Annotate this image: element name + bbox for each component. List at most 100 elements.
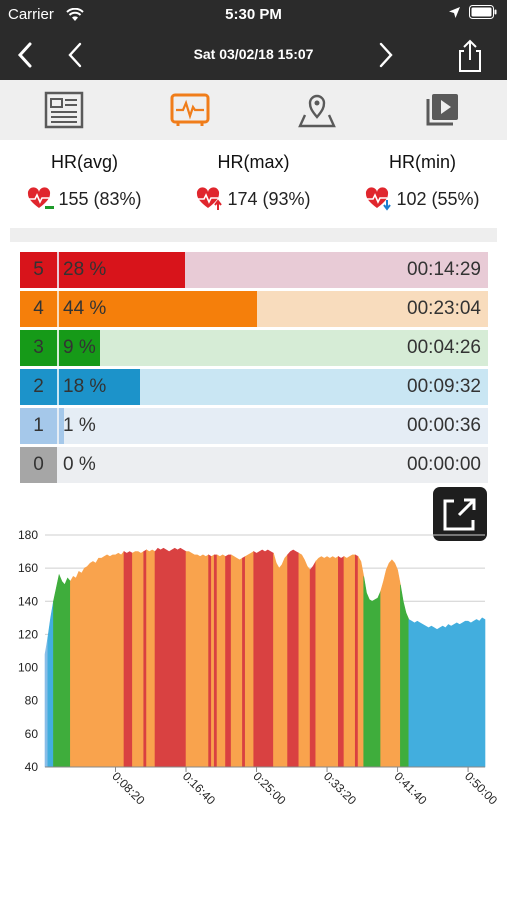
hr-area-segment-zone-4 [132, 551, 145, 768]
view-toolbar [0, 80, 507, 140]
clock: 5:30 PM [225, 6, 282, 23]
tab-heart-rate[interactable] [168, 88, 212, 132]
hr-area-segment-zone-5 [123, 551, 133, 768]
hr-area-segment-zone-2 [47, 601, 54, 768]
hr-avg-label: HR(avg) [50, 152, 118, 172]
zone-track [20, 447, 488, 483]
heart-rate-chart: 40 60 80 100 120 140 160 180 0:08:20 0:16:40 0:25:… [18, 528, 500, 808]
zone-number: 2 [20, 369, 57, 405]
hr-max-value: 174 (93%) [227, 188, 311, 209]
zone-percent: 9 % [63, 337, 96, 358]
zone-duration: 00:14:29 [407, 259, 481, 280]
y-tick-label: 120 [18, 627, 38, 641]
hr-area-segment-zone-4 [315, 556, 339, 768]
hr-area-segment-zone-5 [253, 549, 274, 768]
zone-percent: 28 % [63, 259, 107, 280]
zone-number: 0 [20, 447, 57, 483]
hr-area-segment-zone-5 [287, 549, 300, 768]
hr-area-segment-zone-5 [309, 560, 317, 768]
hr-max-label: HR(max) [217, 152, 290, 172]
zone-percent: 18 % [63, 376, 107, 397]
zone-percent: 0 % [63, 454, 96, 475]
hr-area-segment-zone-2 [408, 617, 486, 768]
zone-row-1: 1 1 % 00:00:36 [20, 408, 488, 444]
x-tick-label: 0:25:00 [250, 769, 288, 807]
hr-area-segment-zone-5 [213, 554, 218, 768]
hr-area-segment-zone-5 [242, 556, 246, 768]
y-tick-label: 100 [18, 661, 38, 675]
chevron-left-icon [17, 42, 32, 68]
y-tick-label: 180 [18, 528, 38, 542]
section-divider [10, 228, 497, 242]
hr-area-segment-zone-3 [363, 576, 381, 768]
hr-area-segment-zone-4 [273, 553, 288, 768]
x-tick-label: 0:41:40 [391, 769, 429, 807]
hr-area-segment-zone-5 [225, 554, 232, 768]
zone-percent-bar [59, 291, 258, 327]
hr-area-segment-zone-4 [216, 554, 226, 768]
chevron-right-icon [379, 42, 393, 68]
hr-area-segment-zone-1 [44, 637, 49, 768]
status-bar: Carrier 5:30 PM [0, 0, 507, 30]
hr-area-segment-zone-4 [185, 551, 209, 768]
y-tick-label: 40 [25, 760, 39, 774]
x-tick-label: 0:16:40 [180, 769, 218, 807]
hr-min-label: HR(min) [389, 152, 456, 172]
expand-chart-button[interactable] [433, 487, 487, 541]
hr-area-segment-zone-4 [146, 549, 156, 768]
hr-area-segment-zone-5 [143, 549, 147, 768]
zone-percent: 44 % [63, 298, 107, 319]
hr-area-segment-zone-3 [400, 584, 410, 768]
y-tick-label: 140 [18, 594, 38, 608]
x-tick-label: 0:08:20 [109, 769, 147, 807]
hr-area-segment-zone-4 [244, 551, 255, 768]
hr-area-segment-zone-5 [208, 554, 212, 768]
next-activity-button[interactable] [368, 38, 404, 72]
tab-playback[interactable] [421, 88, 465, 132]
zone-number: 5 [20, 252, 57, 288]
playback-icon [426, 94, 458, 126]
hr-max-stat: HR(max) 174 (93%) [169, 152, 338, 211]
heart-avg-icon [28, 187, 55, 209]
y-tick-label: 160 [18, 561, 38, 575]
hr-min-value: 102 (55%) [396, 188, 480, 209]
hr-min-stat: HR(min) 102 (55%) [338, 152, 507, 211]
hr-area-segment-zone-4 [343, 554, 356, 768]
zone-percent-bar [59, 330, 100, 366]
tab-details[interactable] [42, 88, 86, 132]
chevron-left-icon [68, 42, 82, 68]
hr-zone-list: 5 28 % 00:14:29 4 44 % 00:23:04 3 9 % 00:04:26 2 1… [20, 252, 488, 486]
hr-area-segment-zone-3 [53, 573, 71, 768]
hr-area-segment-zone-4 [357, 555, 365, 768]
tab-map[interactable] [295, 88, 339, 132]
hr-area-segment-zone-5 [354, 554, 359, 768]
x-tick-label: 0:50:00 [462, 769, 500, 807]
back-button[interactable] [8, 38, 44, 72]
zone-track [20, 408, 488, 444]
hr-area-segment-zone-4 [298, 552, 311, 768]
zone-row-3: 3 9 % 00:04:26 [20, 330, 488, 366]
battery-icon [469, 5, 497, 19]
heart-rate-summary: HR(avg) 155 (83%) HR(max) 174 (93%) HR(m… [0, 140, 507, 230]
zone-duration: 00:00:36 [407, 415, 481, 436]
hr-area-segment-zone-5 [338, 556, 345, 768]
zone-row-0: 0 0 % 00:00:00 [20, 447, 488, 483]
hr-area-segment-zone-4 [70, 550, 125, 768]
y-tick-label: 60 [25, 727, 39, 741]
zone-percent-bar [59, 252, 186, 288]
expand-icon [443, 498, 476, 531]
hr-area-segment-zone-4 [380, 559, 401, 768]
zone-percent-bar [59, 408, 64, 444]
zone-duration: 00:00:00 [407, 454, 481, 475]
zone-row-5: 5 28 % 00:14:29 [20, 252, 488, 288]
heart-rate-icon [170, 93, 210, 126]
y-tick-label: 80 [25, 694, 39, 708]
previous-activity-button[interactable] [58, 38, 94, 72]
hr-area-segment-zone-5 [154, 547, 187, 768]
share-button[interactable] [452, 38, 488, 72]
activity-date-title: Sat 03/02/18 15:07 [193, 46, 314, 62]
x-tick-label: 0:33:20 [321, 769, 359, 807]
heart-max-icon [197, 187, 223, 210]
zone-duration: 00:04:26 [407, 337, 481, 358]
zone-duration: 00:09:32 [407, 376, 481, 397]
